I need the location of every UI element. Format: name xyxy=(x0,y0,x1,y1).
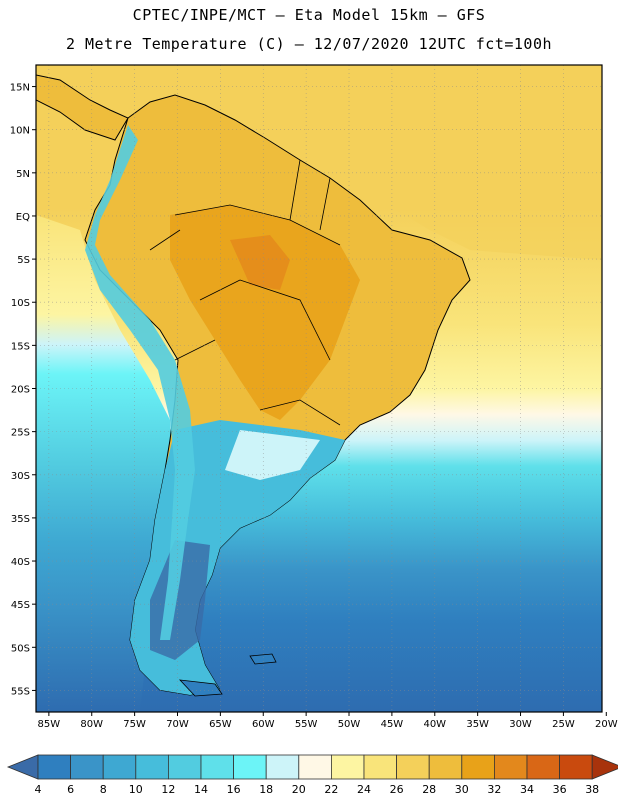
latitude-labels: 15N 10N 5N EQ 5S 10S 15S 20S 25S 30S 35S 40S 45S 50S 5… xyxy=(10,83,30,698)
hottest-region xyxy=(230,235,290,290)
country-borders xyxy=(149,159,341,426)
lat-label: 55S xyxy=(11,686,30,697)
lon-label: 35W xyxy=(466,719,489,730)
lat-label: 5S xyxy=(17,255,30,266)
colorbar-label: 12 xyxy=(161,783,175,796)
lon-label: 55W xyxy=(295,719,318,730)
lat-label: 10S xyxy=(11,298,30,309)
lon-label: 65W xyxy=(209,719,232,730)
colorbar-box xyxy=(233,754,267,780)
colorbar-label: 32 xyxy=(487,783,501,796)
colorbar-label: 14 xyxy=(194,783,208,796)
colorbar-box xyxy=(70,754,104,780)
lat-label: 30S xyxy=(11,471,30,482)
andes-cold-ridge xyxy=(85,125,195,640)
colorbar-label: 26 xyxy=(390,783,404,796)
colorbar-box xyxy=(493,754,528,780)
lon-label: 60W xyxy=(252,719,275,730)
lat-label: EQ xyxy=(16,212,30,223)
colorbar-box xyxy=(428,754,463,780)
warm-atlantic-band xyxy=(380,65,602,260)
temperature-colorbar xyxy=(6,754,618,780)
colorbar-label: 8 xyxy=(100,783,107,796)
colorbar-label: 28 xyxy=(422,783,436,796)
colorbar-box xyxy=(363,754,397,780)
pampas-mild-region xyxy=(225,430,320,480)
lat-label: 25S xyxy=(11,428,30,439)
lon-label: 70W xyxy=(166,719,189,730)
lon-label: 30W xyxy=(509,719,532,730)
falkland-islands xyxy=(249,653,277,665)
map-title-line2: 2 Metre Temperature (C) – 12/07/2020 12U… xyxy=(65,35,553,53)
colorbar-box xyxy=(135,754,169,780)
lat-label: 5N xyxy=(16,169,30,180)
colorbar-label: 10 xyxy=(129,783,143,796)
colorbar-label: 30 xyxy=(455,783,469,796)
lat-label: 10N xyxy=(10,126,30,137)
longitude-labels: 85W 80W 75W 70W 65W 60W 55W 50W 45W 40W 35W 30W 25W 2… xyxy=(38,719,618,730)
lon-label: 40W xyxy=(423,719,446,730)
colorbar-labels: 4 6 8 10 12 14 16 18 20 22 24 26 28 30 32 34 36 38 xyxy=(35,783,600,796)
colorbar-label: 6 xyxy=(67,783,74,796)
lon-label: 50W xyxy=(338,719,361,730)
lat-label: 40S xyxy=(11,557,30,568)
colorbar-box xyxy=(298,754,332,780)
map-title-line1: CPTEC/INPE/MCT – Eta Model 15km – GFS xyxy=(132,6,486,24)
lon-label: 75W xyxy=(123,719,146,730)
colorbar-box xyxy=(461,754,495,780)
central-america-land xyxy=(36,74,129,141)
colorbar-box xyxy=(37,754,71,780)
lat-label: 35S xyxy=(11,514,30,525)
colorbar-label: 16 xyxy=(227,783,241,796)
lat-label: 50S xyxy=(11,643,30,654)
colorbar-label: 22 xyxy=(324,783,338,796)
colorbar-box xyxy=(559,754,593,780)
colorbar-box xyxy=(200,754,234,780)
colorbar-box xyxy=(102,754,137,780)
lon-label: 85W xyxy=(38,719,61,730)
colorbar-label: 24 xyxy=(357,783,371,796)
lon-label: 80W xyxy=(80,719,103,730)
colorbar-box xyxy=(526,754,560,780)
colorbar-box xyxy=(330,754,365,780)
lat-label: 15N xyxy=(10,83,30,94)
colorbar-box xyxy=(265,754,300,780)
lon-label: 25W xyxy=(552,719,575,730)
colorbar-label: 20 xyxy=(292,783,306,796)
colorbar-label: 34 xyxy=(520,783,534,796)
colorbar-right-arrow xyxy=(591,754,618,780)
lon-label: 20W xyxy=(595,719,618,730)
colorbar-label: 36 xyxy=(553,783,567,796)
lat-label: 45S xyxy=(11,600,30,611)
colorbar-label: 18 xyxy=(259,783,273,796)
lat-label: 20S xyxy=(11,385,30,396)
lat-label: 15S xyxy=(11,341,30,352)
hot-interior-region xyxy=(170,205,360,420)
colorbar-box xyxy=(167,754,202,780)
colorbar-left-arrow xyxy=(6,754,39,780)
tierra-del-fuego xyxy=(178,679,223,697)
lon-label: 45W xyxy=(381,719,404,730)
colorbar-label: 38 xyxy=(585,783,599,796)
colorbar-label: 4 xyxy=(35,783,42,796)
colorbar-box xyxy=(396,754,430,780)
